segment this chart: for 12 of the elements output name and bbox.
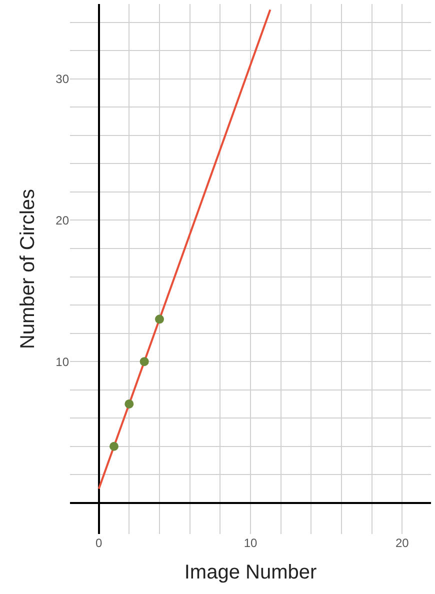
y-tick-label: 30 (56, 72, 70, 86)
point (109, 442, 118, 451)
x-axis-title: Image Number (184, 562, 317, 584)
x-tick-label: 20 (396, 536, 410, 550)
point (154, 314, 164, 324)
y-axis-title: Number of Circles (17, 188, 40, 350)
y-tick-label: 20 (56, 213, 70, 228)
point (124, 399, 134, 408)
x-tick-label: 0 (95, 536, 102, 550)
point (140, 357, 149, 366)
y-tick-label: 10 (56, 354, 70, 369)
x-tick-label: 10 (244, 536, 258, 550)
